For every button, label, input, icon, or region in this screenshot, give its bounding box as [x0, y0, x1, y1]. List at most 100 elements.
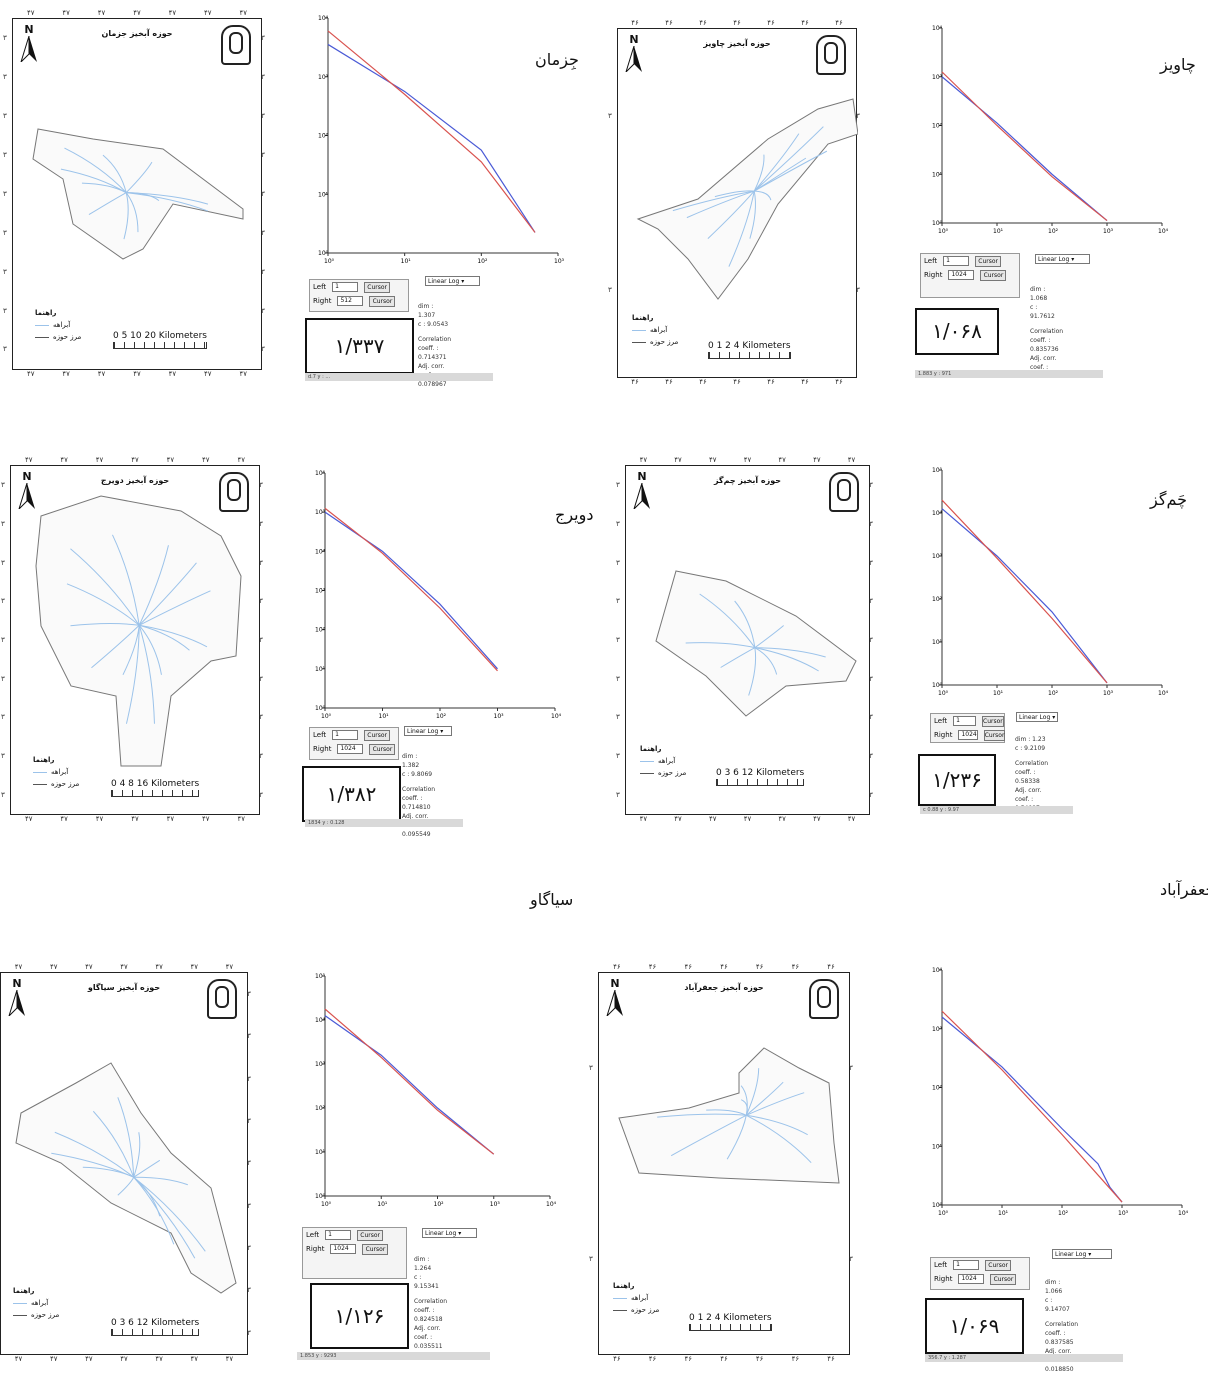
- x-tick-label: 10³: [554, 258, 565, 265]
- left-input[interactable]: 1: [953, 716, 976, 726]
- scale-select[interactable]: Linear Log ▾: [1035, 254, 1090, 264]
- stream-line: [51, 1152, 134, 1178]
- y-tick-label: 10⁴: [932, 25, 943, 32]
- right-cursor-button[interactable]: Cursor: [369, 295, 396, 307]
- stream-line: [102, 154, 127, 193]
- y-tick-label: 10⁴: [315, 1017, 326, 1024]
- north-arrow-icon: N: [19, 23, 39, 65]
- map-title: حوزه آبخیز چاویز: [703, 39, 771, 48]
- scale-select[interactable]: Linear Log ▾: [1052, 1249, 1112, 1259]
- right-input[interactable]: 1024: [958, 730, 978, 740]
- stream-line: [726, 1115, 747, 1160]
- university-logo-icon: [221, 25, 251, 65]
- stream-line: [707, 190, 755, 239]
- stream-line: [657, 1113, 747, 1118]
- right-cursor-button[interactable]: Cursor: [980, 269, 1007, 281]
- stream-line: [123, 192, 129, 240]
- stream-line: [753, 154, 765, 192]
- stream-line: [754, 625, 784, 649]
- university-logo-icon: [816, 35, 846, 75]
- map-ticks-top: ۴۶ ۴۶ ۴۶ ۴۶ ۴۶ ۴۶ ۴۶: [613, 963, 835, 971]
- status-bar: 356.7 y : 1.287: [925, 1354, 1123, 1362]
- left-input[interactable]: 1: [953, 1260, 980, 1270]
- left-input[interactable]: 1: [332, 730, 359, 740]
- map-ticks-top: ۴۷ ۴۷ ۴۷ ۴۷ ۴۷ ۴۷ ۴۷: [24, 456, 245, 464]
- left-cursor-button[interactable]: Cursor: [364, 281, 391, 293]
- left-input[interactable]: 1: [325, 1230, 352, 1240]
- left-cursor-button[interactable]: Cursor: [985, 1259, 1012, 1271]
- left-input[interactable]: 1: [943, 256, 970, 266]
- x-tick-label: 10³: [494, 713, 505, 720]
- right-input[interactable]: 1024: [337, 744, 364, 754]
- x-tick-label: 10⁰: [321, 713, 332, 720]
- basin-name: چاویز: [1160, 55, 1196, 74]
- right-input[interactable]: 1024: [958, 1274, 985, 1284]
- left-cursor-button[interactable]: Cursor: [975, 255, 1002, 267]
- x-tick-label: 10²: [1048, 228, 1059, 235]
- y-tick-label: 10⁰: [932, 220, 943, 227]
- basin-outline: [32, 128, 244, 260]
- fractal-dimension-value: ۱/۱۲۶: [310, 1283, 409, 1349]
- x-tick-label: 10¹: [993, 690, 1004, 697]
- university-logo-icon: [219, 472, 249, 512]
- right-cursor-button[interactable]: Cursor: [983, 729, 1006, 741]
- map-title: حوزه آبخیز جزمان: [101, 29, 173, 38]
- stream-line: [133, 1176, 196, 1259]
- y-tick-label: 10²: [932, 596, 943, 603]
- right-input[interactable]: 512: [337, 296, 364, 306]
- stream-line: [60, 168, 127, 194]
- stream-line: [749, 190, 756, 239]
- y-tick-label: 10⁴: [315, 548, 326, 555]
- right-cursor-button[interactable]: Cursor: [362, 1243, 389, 1255]
- map-ticks-bottom: ۴۷ ۴۷ ۴۷ ۴۷ ۴۷ ۴۷ ۴۷: [14, 1355, 234, 1363]
- right-cursor-button[interactable]: Cursor: [990, 1273, 1017, 1285]
- scale-select[interactable]: Linear Log ▾: [1016, 712, 1058, 722]
- y-tick-label: 10⁵: [315, 973, 326, 980]
- stream-line: [117, 1177, 135, 1196]
- y-tick-label: 10¹: [315, 666, 326, 673]
- stream-line: [699, 593, 756, 648]
- y-tick-label: 10⁰: [318, 250, 329, 257]
- right-cursor-button[interactable]: Cursor: [369, 743, 396, 755]
- map-legend: راهنما آبراهه مرز حوزه: [35, 309, 82, 341]
- y-tick-label: 10⁰: [932, 682, 943, 689]
- basin-name: جعفرآباد: [1160, 880, 1208, 899]
- scale-select[interactable]: Linear Log ▾: [422, 1228, 477, 1238]
- stream-line: [139, 624, 190, 651]
- loglog-plot: 10⁰ 10¹ 10² 10³ 10⁴ 10⁰ 10¹ 10² 10³ 10⁴: [932, 20, 1172, 235]
- basin-name: دویرج: [555, 505, 594, 524]
- y-tick-label: 10¹: [315, 1149, 326, 1156]
- basin-outline: [15, 1062, 237, 1294]
- scale-bar: 0 3 6 12 Kilometers: [111, 1318, 200, 1336]
- map-legend: راهنما آبراهه مرز حوزه: [632, 314, 679, 346]
- left-cursor-button[interactable]: Cursor: [364, 729, 391, 741]
- stream-line: [138, 590, 211, 626]
- fractal-dimension-value: ۱/۳۸۲: [302, 766, 401, 822]
- stream-line: [133, 1176, 206, 1252]
- map-title: حوزه آبخیز چم‌گز: [713, 476, 782, 485]
- right-input[interactable]: 1024: [948, 270, 975, 280]
- fit-line: [324, 507, 498, 672]
- stream-line: [740, 1085, 748, 1116]
- left-input[interactable]: 1: [332, 282, 359, 292]
- x-tick-label: 10³: [490, 1201, 501, 1208]
- scale-select[interactable]: Linear Log ▾: [404, 726, 452, 736]
- y-tick-label: 10²: [932, 123, 943, 130]
- stream-line: [139, 624, 208, 648]
- basin-name: سیاگاو: [530, 890, 574, 909]
- scale-select[interactable]: Linear Log ▾: [425, 276, 480, 286]
- left-cursor-button[interactable]: Cursor: [981, 715, 1004, 727]
- right-input[interactable]: 1024: [330, 1244, 357, 1254]
- stream-line: [70, 548, 140, 626]
- stream-line: [88, 192, 127, 216]
- x-tick-label: 10²: [434, 1201, 445, 1208]
- x-tick-label: 10⁰: [938, 690, 949, 697]
- map-ticks-bottom: ۴۶ ۴۶ ۴۶ ۴۶ ۴۶ ۴۶ ۴۶: [613, 1355, 835, 1363]
- left-cursor-button[interactable]: Cursor: [357, 1229, 384, 1241]
- map-legend: راهنما آبراهه مرز حوزه: [33, 756, 80, 788]
